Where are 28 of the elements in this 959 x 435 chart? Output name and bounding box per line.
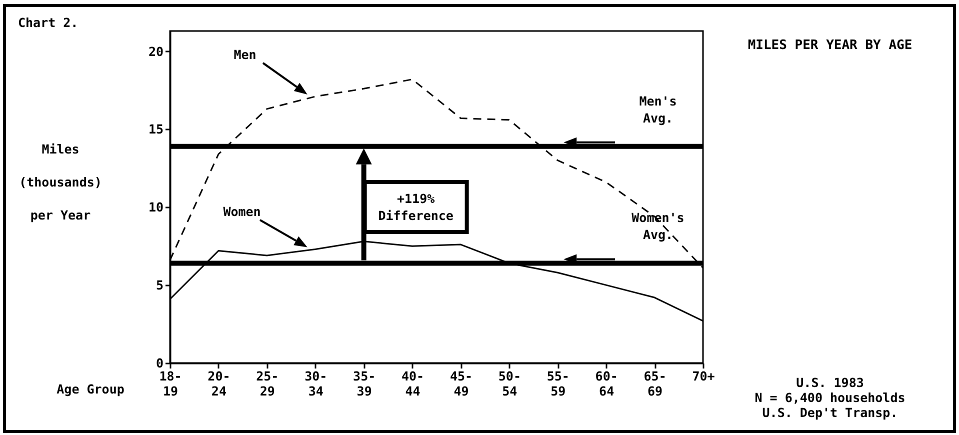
x-tick-label: 30-34 — [304, 368, 328, 398]
annotation: +119% Difference — [378, 191, 454, 223]
x-tick-label: 50-54 — [498, 368, 521, 398]
x-tick-label: 20-24 — [208, 368, 230, 398]
text: Women — [223, 204, 261, 219]
x-tick-label: 35-39 — [353, 368, 376, 398]
x-tick-label: 25-29 — [256, 368, 279, 398]
text: Men — [234, 47, 256, 62]
x-tick-label: 55-59 — [546, 368, 570, 398]
text: U.S. 1983 — [796, 375, 864, 390]
x-tick-label: 70+ — [692, 368, 716, 384]
text: Miles (thousands) per Year — [19, 142, 102, 222]
x-tick-label: 18-19 — [159, 368, 182, 398]
x-axis-title: Age Group — [56, 382, 124, 396]
text: MILES PER YEAR BY AGE — [748, 38, 912, 53]
caption: Chart 2. — [18, 15, 78, 30]
text: U.S. Dep't Transp. — [762, 405, 898, 420]
x-tick-label: 60-64 — [595, 368, 618, 398]
x-tick-label: 40-44 — [401, 368, 424, 398]
text: N = 6,400 households — [754, 390, 906, 405]
ref-line-label: Men's Avg. — [639, 93, 677, 126]
y-tick-label: 10 — [148, 200, 164, 215]
y-tick-label: 15 — [148, 122, 164, 137]
y-tick-label: 20 — [148, 44, 164, 59]
y-tick-label: 0 — [156, 356, 164, 370]
x-tick-label: 45-49 — [450, 368, 473, 398]
x-tick-label: 65-69 — [644, 368, 666, 398]
y-tick-label: 5 — [156, 278, 164, 293]
